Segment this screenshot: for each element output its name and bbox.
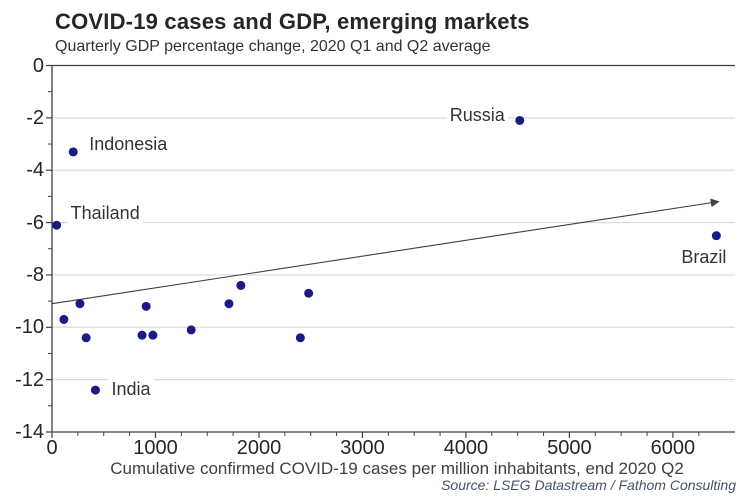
data-point	[295, 333, 305, 343]
data-point-russia	[515, 115, 525, 125]
data-point	[224, 299, 234, 309]
data-point	[59, 314, 69, 324]
data-point-brazil	[711, 231, 721, 241]
data-point	[148, 330, 158, 340]
data-point-indonesia	[68, 147, 78, 157]
chart-title: COVID-19 cases and GDP, emerging markets	[55, 9, 530, 34]
data-point	[236, 280, 246, 290]
data-point	[186, 325, 196, 335]
data-point	[304, 288, 314, 298]
data-point-thailand	[52, 220, 62, 230]
data-point	[141, 301, 151, 311]
data-point	[137, 330, 147, 340]
data-point	[75, 299, 85, 309]
source-credit: Source: LSEG Datastream / Fathom Consult…	[441, 477, 736, 493]
x-axis-title: Cumulative confirmed COVID-19 cases per …	[110, 459, 684, 478]
data-point	[81, 333, 91, 343]
trend-arrow	[51, 198, 720, 305]
chart-subtitle: Quarterly GDP percentage change, 2020 Q1…	[55, 38, 491, 55]
data-point-india	[90, 385, 100, 395]
